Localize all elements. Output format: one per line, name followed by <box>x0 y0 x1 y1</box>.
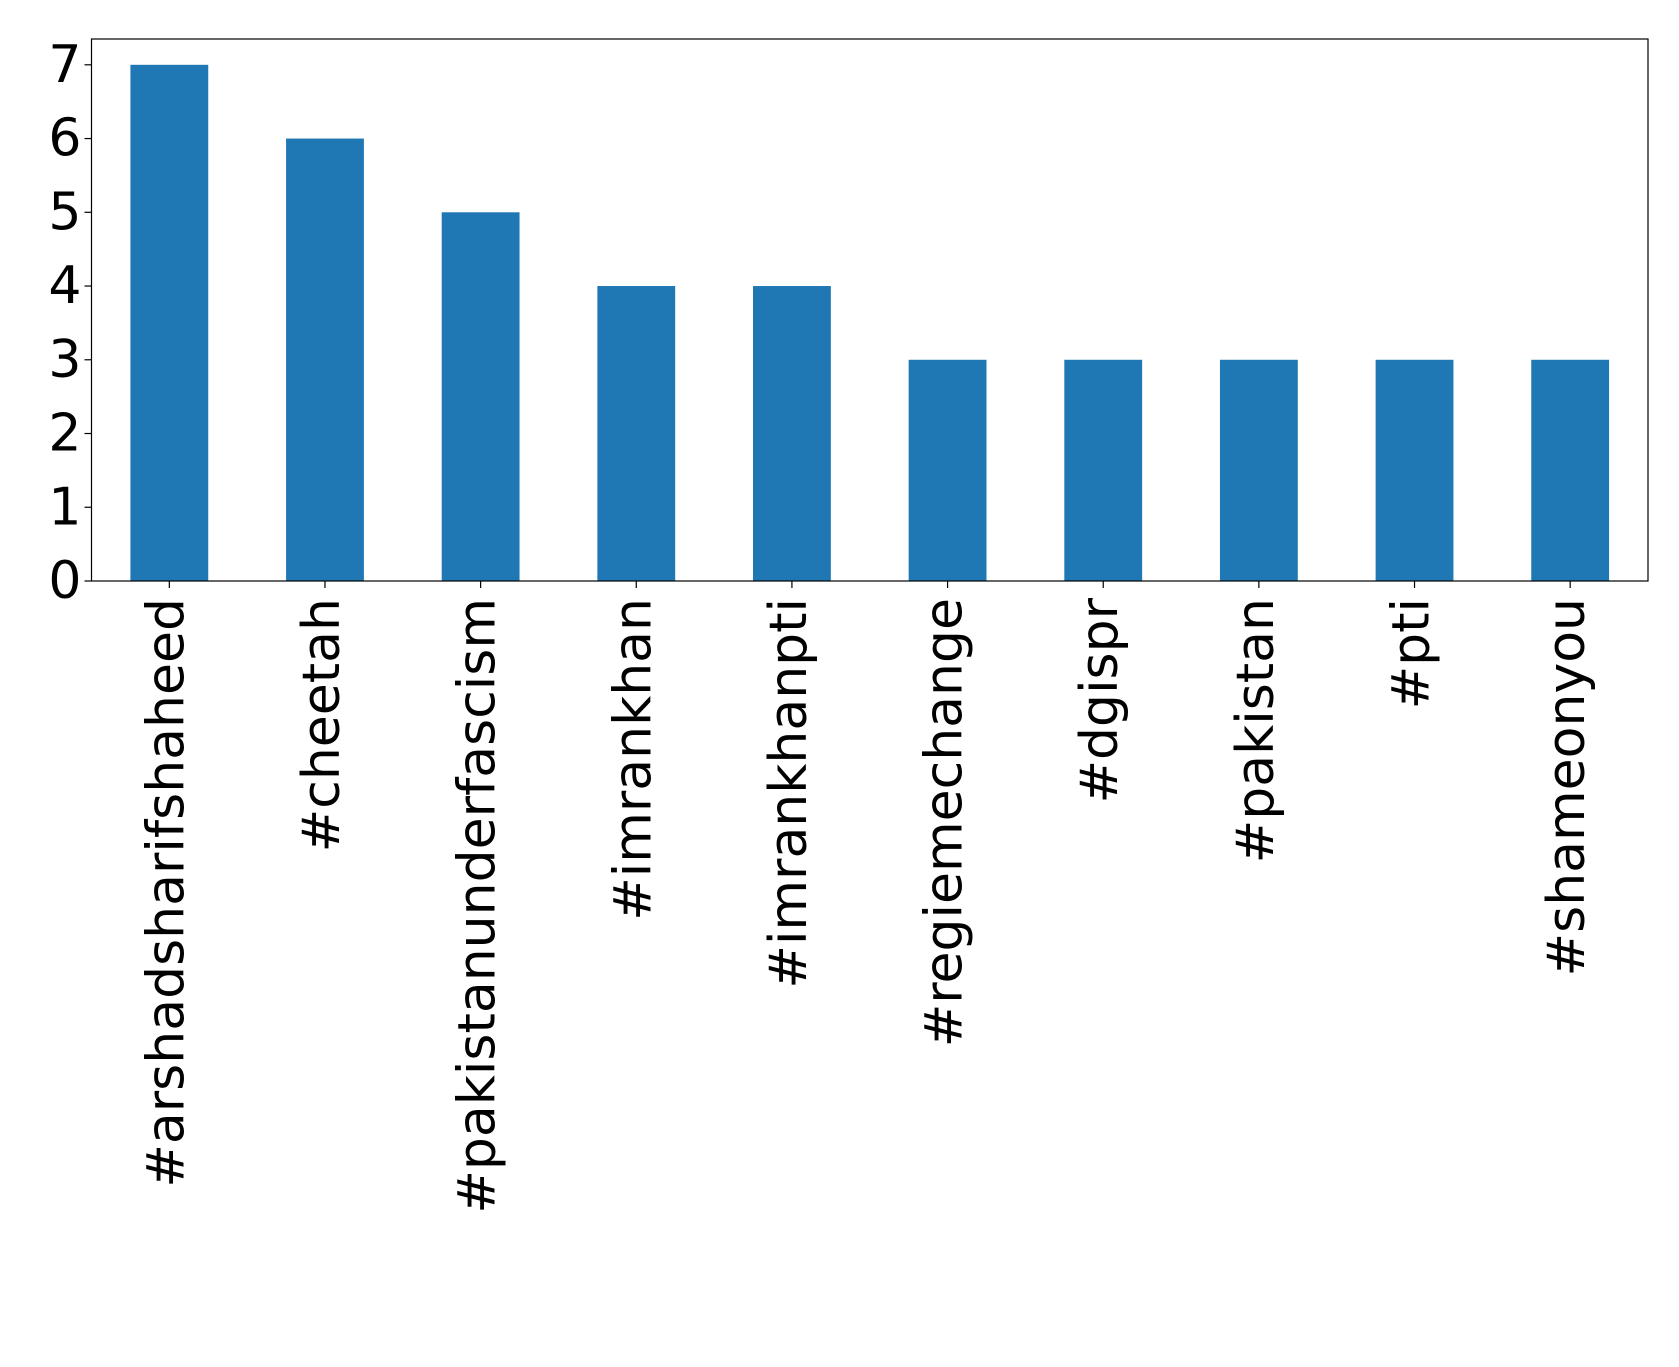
x-tick-label: #pakistanunderfascism <box>448 598 508 1214</box>
y-tick-label: 7 <box>48 35 81 95</box>
bar <box>753 286 831 581</box>
bar <box>908 359 987 581</box>
x-tick-label: #cheetah <box>292 598 352 852</box>
y-tick-label: 3 <box>48 330 81 390</box>
axes-frame <box>90 38 1649 582</box>
bar <box>597 286 676 581</box>
x-tick-label: #imrankhan <box>603 598 663 921</box>
y-tick-label: 4 <box>48 256 81 316</box>
x-tick-label: #pakistan <box>1226 598 1286 863</box>
y-tick-label: 1 <box>48 477 81 537</box>
bar <box>1219 359 1298 581</box>
x-tick-label: #regiemechange <box>915 598 975 1047</box>
x-tick-label: #pti <box>1382 598 1442 709</box>
bar <box>441 212 520 581</box>
bar <box>1064 359 1143 581</box>
y-tick-label: 2 <box>48 404 81 464</box>
bar <box>286 138 364 581</box>
x-tick-label: #imrankhanpti <box>759 598 819 989</box>
x-tick-label: #dgispr <box>1070 597 1130 803</box>
x-tick-label: #shameonyou <box>1537 598 1597 976</box>
y-tick-label: 6 <box>48 109 81 169</box>
bar <box>1375 359 1454 581</box>
bar <box>1531 359 1610 581</box>
x-tick-label: #arshadsharifshaheed <box>136 598 196 1188</box>
y-tick-label: 5 <box>48 182 81 242</box>
bar <box>130 64 209 582</box>
y-tick-label: 0 <box>48 551 81 611</box>
